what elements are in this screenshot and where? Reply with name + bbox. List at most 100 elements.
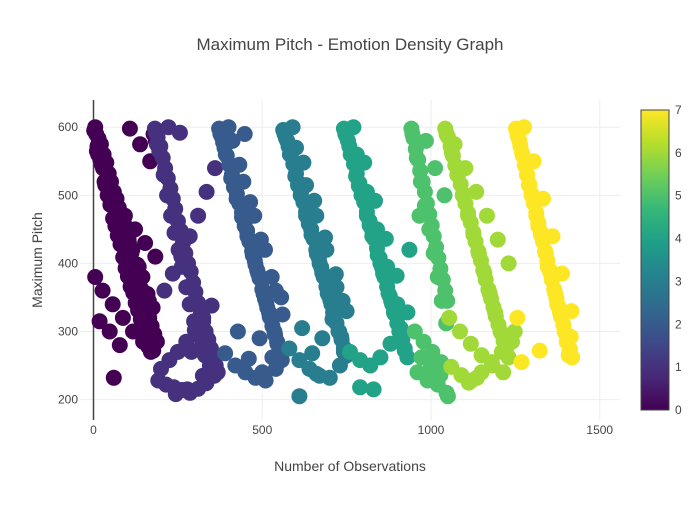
y-tick-label: 200 [58,393,78,407]
scatter-point [404,126,421,142]
scatter-point [348,146,365,163]
scatter-point [372,349,389,366]
x-tick-label: 1000 [418,423,445,437]
scatter-point [535,190,551,207]
scatter-point [563,303,580,320]
colorbar: 0 1 2 3 4 5 6 7 [640,103,682,417]
scatter-point [274,306,291,323]
colorbar-tick-label: 0 [675,403,682,417]
scatter-point [206,367,223,384]
scatter-point [379,258,396,275]
scatter-point [264,349,281,366]
scatter-point [137,235,154,251]
scatter-point [492,323,509,340]
scatter-point [432,367,449,384]
scatter-point [331,357,348,374]
scatter-point [306,192,323,209]
scatter-point [382,335,399,352]
scatter-point [142,153,159,170]
scatter-point [132,136,149,153]
scatter-point [425,245,442,262]
x-axis-title: Number of Observations [274,458,426,474]
scatter-point [327,266,344,283]
scatter-point [236,126,253,142]
scatter-point [147,248,164,265]
scatter-point [247,256,264,273]
scatter-point [530,218,547,234]
scatter-point [514,145,531,162]
scatter-point [549,296,566,313]
scatter-point [525,153,542,170]
scatter-point [240,350,257,367]
scatter-point [198,183,215,200]
scatter-point [120,231,137,248]
scatter-point [457,160,474,177]
scatter-point [396,342,413,359]
scatter-point [318,241,335,258]
scatter-point [217,146,234,163]
scatter-point [468,369,485,386]
scatter-point [231,156,248,173]
y-axis-title: Maximum Pitch [29,212,45,308]
scatter-point [427,160,444,177]
scatter-point [417,132,434,149]
scatter-point [493,343,510,360]
chart-title: Maximum Pitch - Emotion Density Graph [196,35,503,54]
scatter-point [392,320,409,337]
scatter-point [334,292,351,309]
scatter-point [101,323,118,340]
scatter-point [229,323,246,340]
scatter-point [401,241,418,258]
scatter-point [181,296,198,313]
scatter-point [520,177,537,194]
scatter-point [333,328,350,345]
scatter-point [183,343,200,360]
scatter-point [322,292,339,309]
scatter-point [145,342,162,359]
scatter-point [328,279,345,296]
scatter-point [90,146,107,163]
scatter-point [246,207,263,224]
scatter-point [308,365,325,382]
colorbar-tick-label: 6 [675,146,682,160]
scatter-point [560,347,577,364]
y-tick-label: 600 [58,120,78,134]
scatter-point [291,388,308,405]
x-tick-label: 1500 [586,423,613,437]
scatter-point [104,296,121,313]
scatter-point [500,255,517,272]
scatter-point [111,337,128,354]
scatter-point [257,241,273,258]
scatter-point [294,320,311,337]
scatter-point [258,294,275,311]
scatter-point [324,311,341,328]
scatter-point [87,119,104,136]
scatter-point [178,279,195,296]
scatter-point [121,120,138,137]
scatter-point [358,183,375,200]
scatter-point [321,369,338,386]
scatter-point [235,173,252,190]
scatter-point [481,285,498,302]
scatter-point [554,265,570,282]
scatter-point [408,149,425,166]
scatter-point [539,258,556,275]
data-points [86,119,581,405]
scatter-point [156,282,173,299]
scatter-point [171,124,188,141]
scatter-point [164,265,181,282]
scatter-point [105,369,122,386]
scatter-point [155,166,172,183]
scatter-point [262,309,279,326]
scatter-point [159,187,176,204]
scatter-point [446,136,463,153]
scatter-point [140,292,157,309]
scatter-point [298,177,315,194]
scatter-point [281,340,298,357]
x-tick-label: 500 [252,423,272,437]
scatter-point [516,119,533,136]
scatter-point [224,132,241,149]
x-tick-label: 0 [90,423,97,437]
scatter-point [204,350,221,367]
